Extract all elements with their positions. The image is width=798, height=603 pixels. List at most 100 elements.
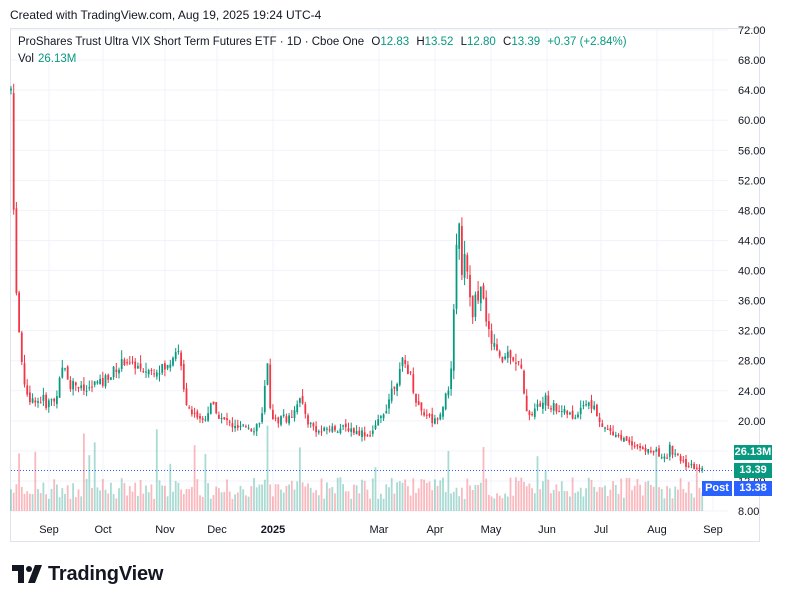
volume-bar [58,497,61,511]
x-tick-label: Dec [207,524,227,536]
candle-body [539,403,542,407]
volume-bar [285,485,288,511]
volume-bar [328,488,331,511]
volume-bar [215,486,218,511]
volume-bar [107,493,110,511]
candle-body [614,434,617,437]
candle-body [323,427,326,431]
candle-body [444,393,447,410]
candle-body [390,388,393,401]
volume-bar [188,489,191,511]
volume-bar [312,492,315,511]
volume-bar [571,477,574,511]
candle-body [593,405,596,410]
volume-bar [390,478,393,511]
candle-body [577,414,579,418]
candle-body [137,366,139,369]
volume-bar [463,498,466,511]
candle-body [631,441,633,446]
candle-body [174,352,177,359]
candle-body [107,374,110,380]
x-tick-label: Aug [647,524,667,536]
candle-body [83,384,85,391]
candle-body [644,447,647,452]
volume-bar [342,484,344,511]
volume-bar [644,481,647,511]
low-value: 12.80 [467,36,496,48]
volume-bar [552,489,555,511]
volume-bar [498,495,501,511]
candle-body [104,375,107,387]
tradingview-logo-icon [12,565,42,583]
candle-body [415,393,417,403]
candle-body [331,426,334,432]
candle-body [388,399,390,409]
volume-bar [625,477,628,511]
candle-body [442,407,444,417]
tradingview-logo[interactable]: TradingView [12,561,163,587]
candle-body [458,223,461,249]
volume-bar [415,492,417,511]
y-tick-label: 32.00 [738,326,766,338]
candle-body [285,416,288,423]
candle-body [72,380,74,390]
candle-body [647,449,650,453]
candle-body [612,431,614,436]
candle-body [277,417,280,424]
volume-bar [393,493,396,511]
volume-bar [317,495,320,511]
candle-body [342,425,344,427]
candle-body [317,431,320,433]
candle-body [596,404,598,416]
volume-bar [533,493,536,511]
post-price-tag: 13.38 [734,481,772,496]
volume-bar [523,481,525,511]
post-label-tag: Post [702,481,732,496]
candle-body [623,438,625,442]
volume-bar [99,490,101,511]
candle-body [666,457,668,459]
candle-body [293,410,296,418]
volume-bar [299,447,301,511]
volume-bar [358,493,361,511]
volume-bar [382,498,385,511]
volume-bar [596,491,598,511]
volume-bar [209,498,212,511]
volume-bar [677,489,679,511]
candle-body [542,402,544,409]
chart-grid [11,29,728,512]
candle-body [485,297,488,322]
candle-body [15,208,18,294]
candle-body [520,364,523,369]
x-tick-label: Oct [94,524,111,536]
candle-body [164,363,166,370]
candle-body [663,456,666,459]
candle-body [579,407,582,415]
volume-bar [425,482,428,511]
candle-body [209,403,212,414]
candle-body [582,405,585,407]
candle-body [650,450,652,453]
candle-body [266,363,269,385]
candle-body [142,371,145,373]
created-with-caption: Created with TradingView.com, Aug 19, 20… [10,8,322,22]
candle-body [177,351,180,353]
volume-bar [236,492,239,511]
volume-bar [542,481,544,511]
volume-bar [698,487,701,511]
candle-body [668,444,671,457]
candle-body [550,408,552,410]
y-tick-label: 48.00 [738,205,766,217]
candles [10,83,704,473]
candle-body [196,411,199,418]
candle-body [85,390,88,392]
volume-bar [544,470,547,511]
high-value: 13.52 [424,36,454,48]
candle-body [58,377,61,398]
candle-body [12,93,15,210]
volume-bar [614,485,617,511]
volume-bar [18,453,20,511]
candle-body [598,417,601,423]
candle-body [428,414,431,416]
